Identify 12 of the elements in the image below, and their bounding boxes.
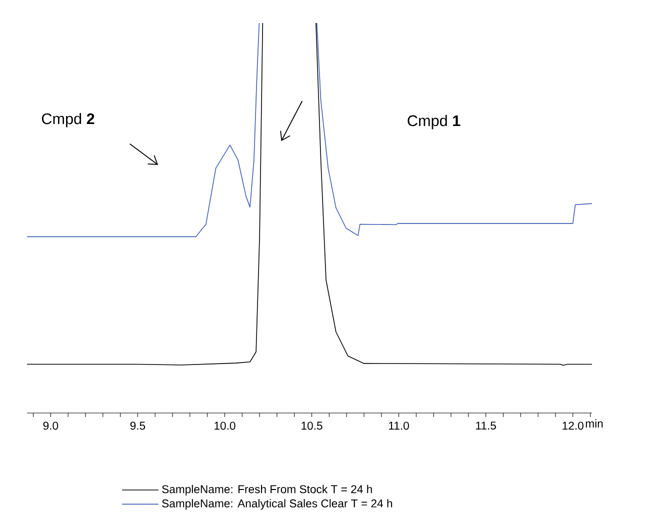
x-tick-label: 11.0 [389,422,409,430]
x-tick-label: 10.5 [302,422,322,430]
x-tick-label: 12.0 [562,422,584,430]
x-tick-label: 10.0 [214,422,236,430]
x-tick-label: 9.0 [43,422,58,430]
legend-label: SampleName: Fresh From Stock T = 24 h [162,484,372,496]
x-tick-label: 9.5 [130,422,146,430]
x-axis-title: min [586,419,603,428]
legend-label: SampleName: Analytical Sales Clear T = 24 h [162,499,392,510]
annotation: Cmpd 1 [408,114,460,130]
annotation: Cmpd 2 [42,112,94,128]
x-tick-label: 11.5 [476,422,496,430]
